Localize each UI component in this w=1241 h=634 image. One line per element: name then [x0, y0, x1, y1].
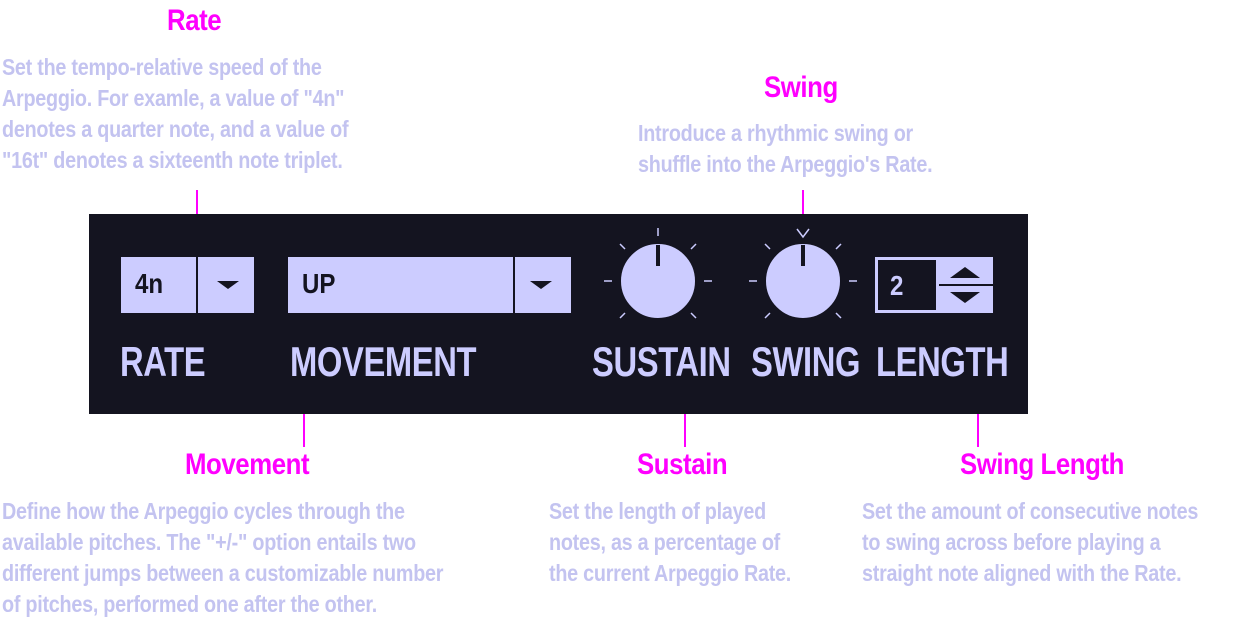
- chevron-down-icon[interactable]: [217, 281, 239, 289]
- length-value: 2: [890, 270, 904, 301]
- swing-length-connector-line: [977, 383, 979, 447]
- movement-callout-title: Movement: [185, 448, 310, 481]
- length-stepper[interactable]: 2: [875, 257, 993, 313]
- chevron-up-icon[interactable]: [950, 267, 980, 278]
- chevron-down-icon[interactable]: [950, 292, 980, 303]
- movement-select-value: UP: [302, 268, 336, 299]
- swing-callout-description: Introduce a rhythmic swing or shuffle in…: [638, 118, 933, 180]
- length-value-box[interactable]: 2: [878, 260, 936, 310]
- movement-label: MOVEMENT: [290, 338, 477, 385]
- description-line: different jumps between a customizable n…: [2, 560, 444, 586]
- description-line: straight note aligned with the Rate.: [862, 560, 1182, 586]
- description-line: Arpeggio. For examle, a value of "4n": [2, 85, 345, 111]
- rate-select-value: 4n: [135, 268, 164, 299]
- sustain-callout-description: Set the length of played notes, as a per…: [549, 496, 791, 589]
- rate-select[interactable]: 4n: [121, 257, 254, 313]
- sustain-connector-line: [684, 383, 686, 447]
- swing-label: SWING: [751, 338, 861, 385]
- swing-length-callout-description: Set the amount of consecutive notes to s…: [862, 496, 1198, 589]
- description-line: shuffle into the Arpeggio's Rate.: [638, 151, 933, 177]
- swing-connector-line: [802, 190, 804, 234]
- movement-callout-description: Define how the Arpeggio cycles through t…: [2, 496, 443, 620]
- select-divider: [513, 257, 515, 313]
- description-line: Set the length of played: [549, 498, 766, 524]
- description-line: notes, as a percentage of: [549, 529, 780, 555]
- rate-callout-description: Set the tempo-relative speed of the Arpe…: [2, 52, 349, 176]
- rate-callout-title: Rate: [167, 4, 222, 37]
- description-line: denotes a quarter note, and a value of: [2, 116, 349, 142]
- knob-body[interactable]: [619, 242, 697, 320]
- description-line: available pitches. The "+/-" option enta…: [2, 529, 416, 555]
- knob-tick-marks: [749, 228, 857, 319]
- movement-connector-line: [303, 383, 305, 447]
- description-line: Set the amount of consecutive notes: [862, 498, 1199, 524]
- knob-body[interactable]: [764, 242, 842, 320]
- swing-callout-title: Swing: [764, 71, 838, 104]
- knob-tick-marks: [604, 228, 712, 319]
- description-line: Define how the Arpeggio cycles through t…: [2, 498, 405, 524]
- sustain-label: SUSTAIN: [592, 338, 731, 385]
- description-line: "16t" denotes a sixteenth note triplet.: [2, 147, 343, 173]
- stepper-divider: [939, 284, 993, 286]
- description-line: of pitches, performed one after the othe…: [2, 591, 377, 617]
- swing-knob[interactable]: [743, 224, 863, 334]
- description-line: Set the tempo-relative speed of the: [2, 54, 322, 80]
- description-line: the current Arpeggio Rate.: [549, 560, 792, 586]
- arpeggio-panel: [89, 214, 1028, 414]
- swing-length-callout-title: Swing Length: [960, 448, 1124, 481]
- sustain-knob[interactable]: [598, 224, 718, 334]
- sustain-callout-title: Sustain: [637, 448, 728, 481]
- description-line: to swing across before playing a: [862, 529, 1161, 555]
- rate-label: RATE: [120, 338, 206, 385]
- chevron-down-icon[interactable]: [530, 281, 552, 289]
- movement-select[interactable]: UP: [288, 257, 571, 313]
- select-divider: [196, 257, 198, 313]
- length-label: LENGTH: [876, 338, 1009, 385]
- description-line: Introduce a rhythmic swing or: [638, 120, 913, 146]
